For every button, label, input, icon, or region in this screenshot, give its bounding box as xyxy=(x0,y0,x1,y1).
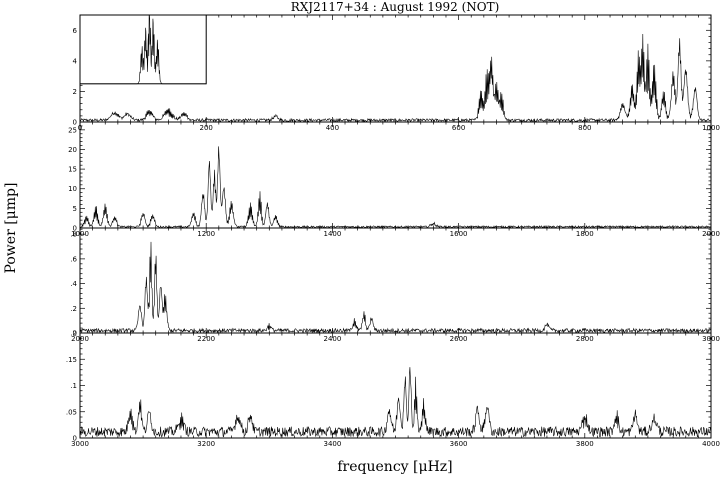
y-tick-label: 4 xyxy=(73,57,78,65)
y-tick-label: 5 xyxy=(73,205,77,213)
y-tick-label: .4 xyxy=(70,280,77,288)
chart-title: RXJ2117+34 : August 1992 (NOT) xyxy=(291,0,500,14)
panel-4: 3000 3200 3400 3600 3800 4000 0 .05 .1 .15 .2 xyxy=(66,330,720,449)
y-tick-label: 20 xyxy=(68,146,77,154)
y-tick-label: 0 xyxy=(73,119,77,127)
x-tick-label: 3400 xyxy=(323,440,341,448)
x-tick-label: 2200 xyxy=(197,335,215,343)
x-tick-label: 3000 xyxy=(71,440,89,448)
x-tick-label: 3800 xyxy=(576,440,594,448)
y-tick-label: .05 xyxy=(66,408,77,416)
x-axis-title: frequency [μHz] xyxy=(337,459,452,475)
panel-2-series-line xyxy=(79,146,712,229)
x-tick-label: 600 xyxy=(452,124,465,132)
x-tick-label: 4000 xyxy=(702,440,720,448)
y-tick-label: 0 xyxy=(73,225,77,233)
x-tick-label: 1400 xyxy=(323,230,341,238)
y-tick-label: .1 xyxy=(70,382,77,390)
panels-group: 0200400600800100002461000120014001600180… xyxy=(66,14,720,449)
y-tick-label: 25 xyxy=(68,126,77,134)
y-tick-label: .2 xyxy=(70,330,77,338)
y-tick-label: 2 xyxy=(73,88,77,96)
x-tick-label: 200 xyxy=(200,124,213,132)
inset-frame xyxy=(79,14,207,85)
x-tick-label: 2800 xyxy=(576,335,594,343)
inset-series-line xyxy=(80,14,207,85)
x-tick-label: 2600 xyxy=(450,335,468,343)
x-tick-label: 400 xyxy=(326,124,339,132)
x-tick-label: 3200 xyxy=(197,440,215,448)
y-tick-label: 0 xyxy=(73,330,77,338)
y-tick-label: .15 xyxy=(66,356,77,364)
y-tick-label: .6 xyxy=(70,255,77,263)
y-tick-label: 6 xyxy=(73,27,78,35)
y-tick-label: .8 xyxy=(70,231,77,239)
panel-3-series-line xyxy=(79,241,712,334)
y-axis-title: Power [μmp] xyxy=(3,183,19,274)
panel-4-series-line xyxy=(79,367,712,438)
panel-2: 1000120014001600180020000510152025 xyxy=(68,121,720,238)
x-tick-label: 1600 xyxy=(450,230,468,238)
y-tick-label: 10 xyxy=(68,185,77,193)
y-tick-label: .2 xyxy=(70,305,77,313)
x-tick-label: 3600 xyxy=(450,440,468,448)
x-tick-label: 2400 xyxy=(323,335,341,343)
panel-2-frame xyxy=(79,121,712,229)
panel-1-series-line xyxy=(79,33,712,123)
x-tick-label: 800 xyxy=(578,124,591,132)
panel-3-frame xyxy=(79,227,712,334)
x-tick-label: 1800 xyxy=(576,230,594,238)
y-tick-label: 15 xyxy=(68,166,77,174)
x-tick-label: 1200 xyxy=(197,230,215,238)
y-tick-label: 0 xyxy=(73,435,77,443)
